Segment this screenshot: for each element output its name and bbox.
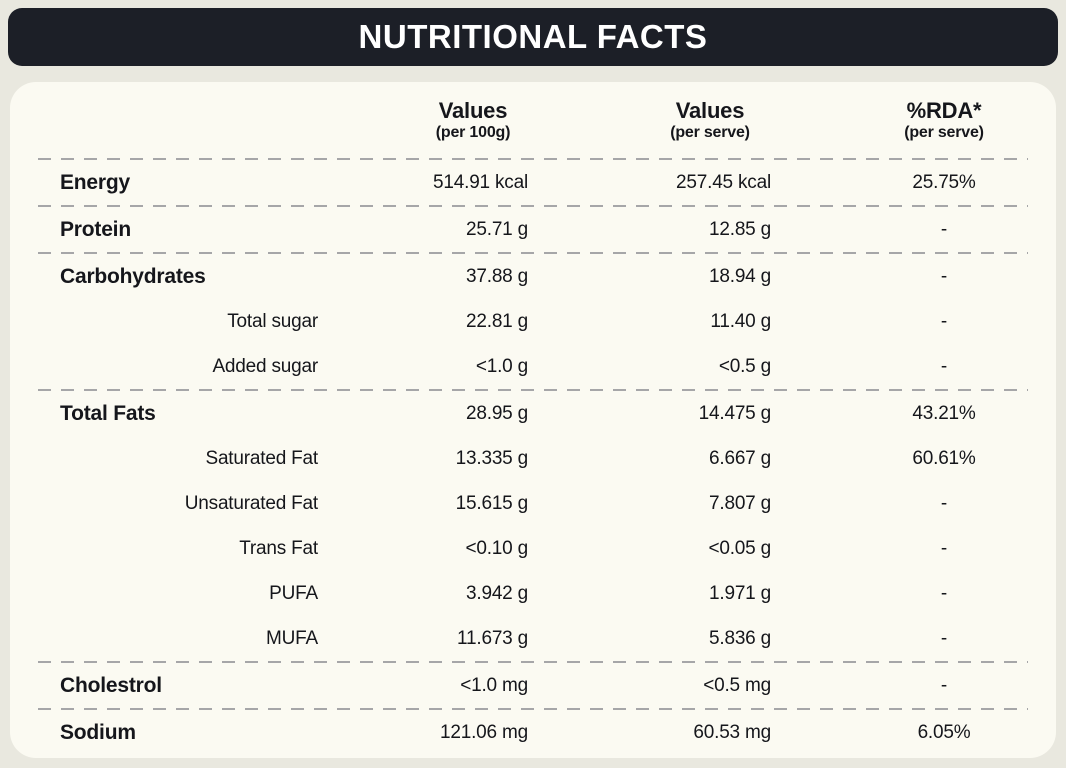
value-per-100g: 11.673 g xyxy=(457,627,528,649)
value-per-100g: 22.81 g xyxy=(466,310,528,332)
table-row-saturated-fat: Saturated Fat 13.335 g 6.667 g 60.61% xyxy=(38,436,1028,481)
value-per-serve: 18.94 g xyxy=(709,265,771,287)
table-row-total-sugar: Total sugar 22.81 g 11.40 g - xyxy=(38,299,1028,344)
value-per-serve: <0.5 mg xyxy=(703,674,771,696)
table-row-energy: Energy 514.91 kcal 257.45 kcal 25.75% xyxy=(38,160,1028,205)
value-per-100g: 514.91 kcal xyxy=(433,171,528,193)
nutrient-name: Carbohydrates xyxy=(60,264,206,288)
rda-value: - xyxy=(940,627,948,649)
value-per-serve: 12.85 g xyxy=(709,218,771,240)
rda-value: - xyxy=(940,218,948,240)
value-per-100g: <1.0 mg xyxy=(460,674,528,696)
rda-value: - xyxy=(940,265,948,287)
dashed-divider xyxy=(38,252,1028,254)
dashed-divider xyxy=(38,205,1028,207)
nutrient-name: Added sugar xyxy=(212,355,318,377)
value-per-serve: 11.40 g xyxy=(710,310,771,332)
nutrition-table-card: Values (per 100g) Values (per serve) %RD… xyxy=(10,82,1056,758)
table-row-sodium: Sodium 121.06 mg 60.53 mg 6.05% xyxy=(38,710,1028,755)
dashed-divider xyxy=(38,708,1028,710)
value-per-serve: <0.05 g xyxy=(708,537,771,559)
rda-value: - xyxy=(940,582,948,604)
header-rda: %RDA* (per serve) xyxy=(842,97,1028,142)
rda-value: 43.21% xyxy=(912,402,976,424)
rda-value: 60.61% xyxy=(912,447,976,469)
table-row-protein: Protein 25.71 g 12.85 g - xyxy=(38,207,1028,252)
value-per-100g: 121.06 mg xyxy=(440,721,528,743)
value-per-100g: 3.942 g xyxy=(466,582,528,604)
value-per-100g: 15.615 g xyxy=(455,492,529,514)
dashed-divider xyxy=(38,661,1028,663)
value-per-serve: 1.971 g xyxy=(709,582,771,604)
title-bar: NUTRITIONAL FACTS xyxy=(8,8,1058,66)
rda-value: - xyxy=(940,492,948,514)
header-rda-sub: (per serve) xyxy=(904,123,984,141)
table-header-row: Values (per 100g) Values (per serve) %RD… xyxy=(38,82,1028,158)
value-per-serve: 6.667 g xyxy=(709,447,771,469)
table-row-cholestrol: Cholestrol <1.0 mg <0.5 mg - xyxy=(38,663,1028,708)
header-values-per-serve-sub: (per serve) xyxy=(670,123,750,141)
value-per-100g: <0.10 g xyxy=(465,537,528,559)
value-per-100g: <1.0 g xyxy=(475,355,528,377)
page-title: NUTRITIONAL FACTS xyxy=(358,18,708,55)
value-per-serve: 5.836 g xyxy=(709,627,771,649)
table-row-unsaturated-fat: Unsaturated Fat 15.615 g 7.807 g - xyxy=(38,481,1028,526)
nutrient-name: Total Fats xyxy=(60,401,156,425)
nutrient-name: Saturated Fat xyxy=(205,447,318,469)
header-values-per-100g: Values (per 100g) xyxy=(368,97,578,142)
header-values-per-serve: Values (per serve) xyxy=(578,97,842,142)
value-per-serve: 14.475 g xyxy=(698,402,772,424)
value-per-100g: 28.95 g xyxy=(466,402,528,424)
rda-value: 6.05% xyxy=(917,721,971,743)
value-per-serve: 257.45 kcal xyxy=(676,171,771,193)
dashed-divider xyxy=(38,158,1028,160)
nutrient-name: Cholestrol xyxy=(60,673,162,697)
nutrient-name: Unsaturated Fat xyxy=(184,492,318,514)
nutrient-name: Energy xyxy=(60,170,130,194)
value-per-serve: 7.807 g xyxy=(709,492,771,514)
table-row-trans-fat: Trans Fat <0.10 g <0.05 g - xyxy=(38,526,1028,571)
nutrient-name: PUFA xyxy=(269,582,318,604)
dashed-divider xyxy=(38,389,1028,391)
table-row-added-sugar: Added sugar <1.0 g <0.5 g - xyxy=(38,344,1028,389)
value-per-serve: 60.53 mg xyxy=(693,721,771,743)
rda-value: 25.75% xyxy=(912,171,976,193)
nutrient-name: Protein xyxy=(60,217,131,241)
header-rda-label: %RDA* xyxy=(906,97,982,123)
table-row-carbohydrates: Carbohydrates 37.88 g 18.94 g - xyxy=(38,254,1028,299)
header-values-per-100g-label: Values xyxy=(438,97,508,123)
header-values-per-100g-sub: (per 100g) xyxy=(435,123,511,141)
value-per-serve: <0.5 g xyxy=(718,355,771,377)
table-row-mufa: MUFA 11.673 g 5.836 g - xyxy=(38,616,1028,661)
nutrient-name: Sodium xyxy=(60,720,136,744)
rda-value: - xyxy=(940,310,948,332)
header-values-per-serve-label: Values xyxy=(675,97,745,123)
nutrient-name: Trans Fat xyxy=(239,537,318,559)
table-row-pufa: PUFA 3.942 g 1.971 g - xyxy=(38,571,1028,616)
rda-value: - xyxy=(940,537,948,559)
value-per-100g: 37.88 g xyxy=(466,265,528,287)
nutrient-name: MUFA xyxy=(266,627,318,649)
value-per-100g: 13.335 g xyxy=(455,447,529,469)
table-row-total-fats: Total Fats 28.95 g 14.475 g 43.21% xyxy=(38,391,1028,436)
rda-value: - xyxy=(940,355,948,377)
nutrient-name: Total sugar xyxy=(227,310,318,332)
rda-value: - xyxy=(940,674,948,696)
value-per-100g: 25.71 g xyxy=(466,218,528,240)
